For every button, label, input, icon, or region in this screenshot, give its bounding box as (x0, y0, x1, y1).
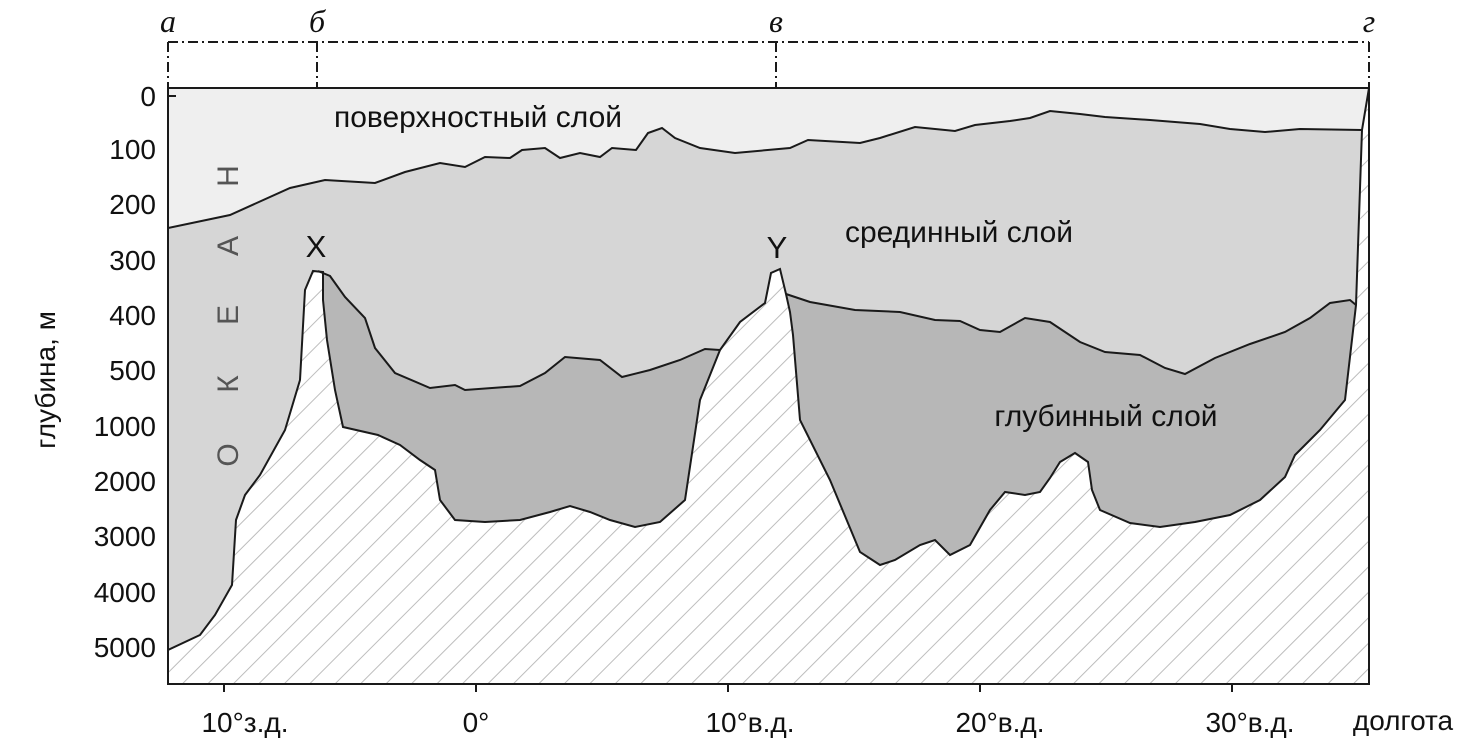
surface-middle-boundary (168, 109, 1363, 229)
y-tick-label: 3000 (94, 521, 156, 552)
ocean-letter: О (212, 443, 245, 466)
x-tick-label: 20°в.д. (955, 707, 1044, 738)
x-tick-label: 10°з.д. (201, 707, 288, 738)
plot-frame (167, 87, 1370, 685)
peak-y-label: Y (767, 230, 788, 265)
profile-point-a: а (160, 3, 176, 39)
y-tick-label: 2000 (94, 466, 156, 497)
middle-deep-boundary-left (317, 270, 721, 392)
x-axis-ticks: 10°з.д. 0° 10°в.д. 20°в.д. 30°в.д. (201, 684, 1295, 738)
ocean-letter: Н (212, 165, 245, 187)
profile-point-v: в (769, 3, 783, 39)
deep-layer-left-area (318, 271, 720, 527)
middle-deep-boundary-right (785, 293, 1357, 376)
profile-point-g: г (1363, 3, 1375, 39)
seabed-area (168, 88, 1369, 684)
ocean-letter: А (212, 236, 245, 256)
y-axis-ticks: 0 100 200 300 400 500 1000 2000 3000 400… (94, 81, 176, 663)
y-tick-label: 0 (140, 81, 156, 112)
y-tick-label: 100 (109, 134, 156, 165)
y-tick-label: 200 (109, 189, 156, 220)
y-tick-label: 500 (109, 355, 156, 386)
y-tick-label: 5000 (94, 632, 156, 663)
y-tick-label: 1000 (94, 411, 156, 442)
surface-layer-label: поверхностный слой (334, 101, 622, 134)
middle-layer-label: срединный слой (845, 216, 1073, 249)
y-tick-label: 4000 (94, 577, 156, 608)
ocean-letter: Е (212, 305, 245, 325)
y-tick-label: 400 (109, 300, 156, 331)
profile-point-b: б (309, 3, 326, 39)
y-axis-label: глубина, м (30, 311, 61, 449)
x-tick-label: 10°в.д. (705, 707, 794, 738)
x-tick-label: 30°в.д. (1205, 707, 1294, 738)
x-tick-label: 0° (463, 707, 490, 738)
y-tick-label: 300 (109, 245, 156, 276)
peak-x-label: X (306, 229, 327, 264)
ocean-letter: К (212, 375, 245, 393)
deep-layer-right-area (786, 294, 1356, 565)
deep-layer-label: глубинный слой (994, 400, 1217, 433)
x-axis-label: долгота (1353, 705, 1454, 736)
ocean-word: Н А Е К О (212, 165, 245, 467)
